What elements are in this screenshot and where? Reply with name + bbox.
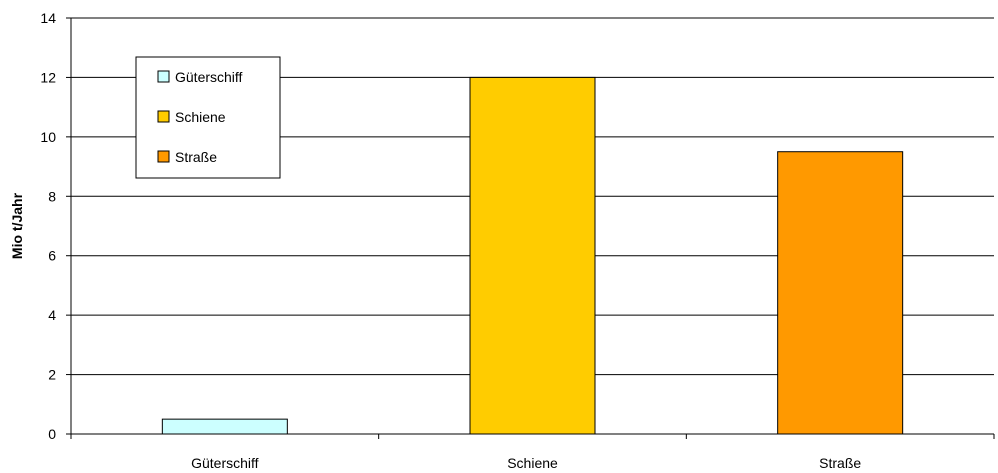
legend-swatch [157, 150, 170, 163]
y-axis-title: Mio t/Jahr [9, 192, 25, 259]
legend-swatch [157, 70, 170, 83]
y-tick-label: 0 [48, 426, 56, 442]
y-tick-label: 14 [40, 10, 56, 26]
axes [66, 17, 995, 439]
y-tick-label: 8 [48, 188, 56, 204]
y-tick-label: 12 [40, 69, 56, 85]
y-tick-label: 10 [40, 129, 56, 145]
bars [161, 76, 904, 435]
x-tick-label: Straße [819, 455, 861, 471]
y-tick-labels: 0 2 4 6 8 10 12 14 [40, 10, 56, 442]
x-tick-labels: Güterschiff Schiene Straße [191, 455, 861, 471]
x-tick-label: Schiene [507, 455, 558, 471]
bar-0 [161, 418, 288, 435]
y-tick-label: 4 [48, 307, 56, 323]
legend-label: Güterschiff [175, 69, 243, 85]
bar-2 [777, 151, 904, 435]
y-tick-label: 6 [48, 248, 56, 264]
legend-swatch [157, 110, 170, 123]
legend-label: Straße [175, 149, 217, 165]
legend: Güterschiff Schiene Straße [135, 56, 281, 179]
bar-1 [469, 76, 596, 435]
y-tick-label: 2 [48, 367, 56, 383]
legend-label: Schiene [175, 109, 226, 125]
x-tick-label: Güterschiff [191, 455, 259, 471]
